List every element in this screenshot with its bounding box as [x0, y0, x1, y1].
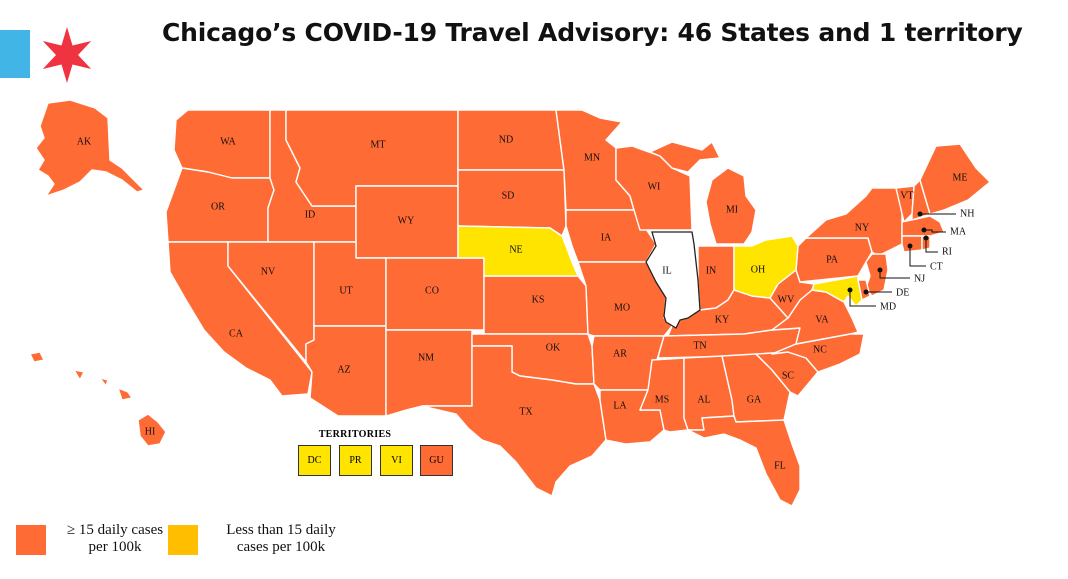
label-fl: FL	[774, 460, 786, 471]
label-ne: NE	[509, 244, 522, 255]
label-ri: RI	[942, 246, 952, 257]
label-sd: SD	[502, 190, 515, 201]
label-ar: AR	[613, 348, 627, 359]
state-il[interactable]	[645, 231, 701, 329]
label-nv: NV	[261, 266, 276, 277]
state-ne[interactable]	[457, 225, 579, 277]
legend-swatch-high	[16, 525, 46, 555]
legend-high-line1: ≥ 15 daily cases	[66, 522, 164, 538]
state-ct[interactable]	[901, 235, 923, 253]
label-il: IL	[662, 265, 671, 276]
state-ma[interactable]	[901, 215, 945, 237]
label-id: ID	[305, 209, 316, 220]
label-mo: MO	[614, 302, 630, 313]
legend-label-high: ≥ 15 daily cases per 100k	[50, 522, 180, 556]
label-la: LA	[613, 400, 627, 411]
state-md[interactable]	[811, 275, 863, 307]
label-ms: MS	[655, 394, 669, 405]
label-nm: NM	[418, 352, 434, 363]
territory-gu[interactable]: GU	[420, 445, 453, 476]
label-ct: CT	[930, 261, 943, 272]
page-title: Chicago’s COVID-19 Travel Advisory: 46 S…	[162, 18, 1023, 47]
label-ok: OK	[546, 342, 561, 353]
label-mi: MI	[726, 204, 738, 215]
state-fl[interactable]	[687, 415, 801, 507]
territory-pr[interactable]: PR	[339, 445, 372, 476]
label-co: CO	[425, 285, 439, 296]
label-ma: MA	[950, 226, 967, 237]
state-me[interactable]	[919, 143, 991, 215]
legend-label-low: Less than 15 daily cases per 100k	[206, 522, 356, 556]
state-hi[interactable]	[137, 413, 167, 447]
label-oh: OH	[751, 264, 765, 275]
label-sc: SC	[782, 370, 795, 381]
label-ut: UT	[339, 285, 352, 296]
label-ny: NY	[855, 222, 869, 233]
chicago-star-icon	[42, 27, 92, 83]
label-in: IN	[706, 265, 717, 276]
label-nc: NC	[813, 344, 827, 355]
state-nj[interactable]	[865, 253, 889, 297]
label-al: AL	[697, 394, 710, 405]
legend-high-line2: per 100k	[88, 539, 142, 555]
label-de: DE	[896, 287, 909, 298]
state-ak[interactable]	[35, 99, 145, 197]
state-oh[interactable]	[733, 235, 799, 299]
label-ca: CA	[229, 328, 244, 339]
label-tx: TX	[519, 406, 533, 417]
label-nd: ND	[499, 134, 513, 145]
state-mi[interactable]	[649, 141, 757, 245]
state-nh[interactable]	[911, 179, 931, 221]
territory-dc[interactable]: DC	[298, 445, 331, 476]
territories-title: TERRITORIES	[318, 429, 392, 440]
label-nj: NJ	[914, 273, 925, 284]
legend-low-line1: Less than 15 daily	[226, 522, 336, 538]
label-az: AZ	[337, 364, 350, 375]
label-ia: IA	[601, 232, 612, 243]
label-wi: WI	[648, 181, 661, 192]
label-ga: GA	[747, 394, 762, 405]
label-mn: MN	[584, 152, 600, 163]
label-or: OR	[211, 201, 225, 212]
label-wy: WY	[398, 215, 415, 226]
legend-swatch-low	[168, 525, 198, 555]
label-va: VA	[815, 314, 829, 325]
label-wv: WV	[778, 294, 795, 305]
label-pa: PA	[826, 254, 839, 265]
state-nm[interactable]	[385, 329, 473, 417]
label-wa: WA	[220, 136, 236, 147]
legend-low-line2: cases per 100k	[236, 539, 326, 555]
label-tn: TN	[693, 340, 706, 351]
label-me: ME	[953, 172, 968, 183]
label-ky: KY	[715, 314, 729, 325]
territory-vi[interactable]: VI	[380, 445, 413, 476]
state-tx[interactable]	[421, 345, 607, 497]
chicago-flag-blue-bar	[0, 30, 30, 78]
label-mt: MT	[371, 139, 386, 150]
label-vt: VT	[900, 190, 913, 201]
label-ks: KS	[532, 294, 545, 305]
label-nh: NH	[960, 208, 974, 219]
label-ak: AK	[77, 136, 92, 147]
label-hi: HI	[145, 426, 156, 437]
label-md: MD	[880, 301, 896, 312]
